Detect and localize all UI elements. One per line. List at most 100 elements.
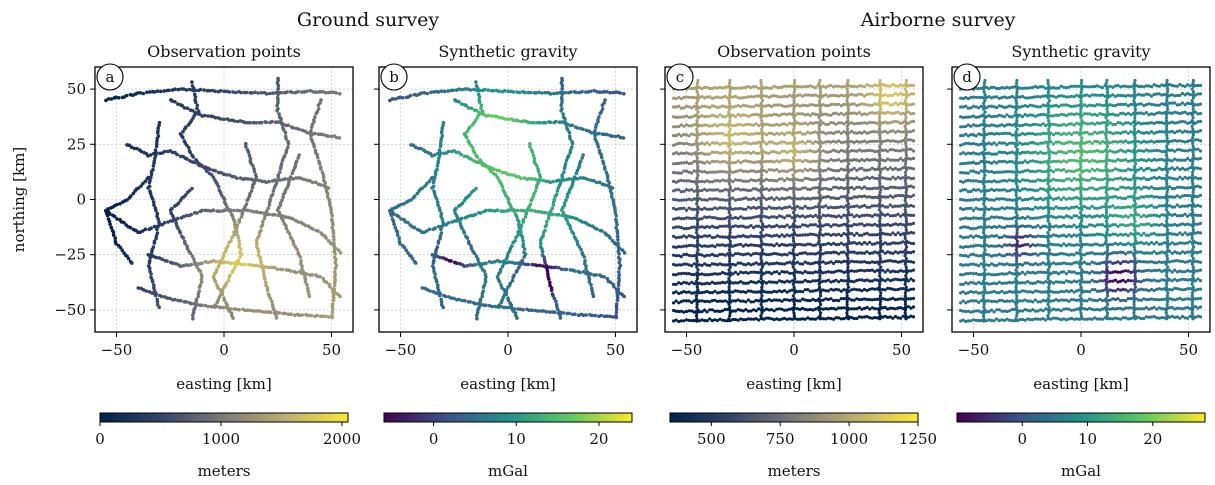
- data-point: [792, 121, 796, 126]
- data-point: [587, 223, 592, 228]
- data-point: [792, 176, 796, 180]
- data-point: [534, 185, 539, 190]
- data-point: [516, 266, 521, 270]
- data-point: [560, 120, 564, 124]
- data-point: [817, 297, 821, 301]
- data-point: [818, 277, 822, 281]
- data-point: [178, 298, 183, 303]
- data-point: [759, 239, 764, 243]
- data-point: [818, 231, 822, 235]
- data-point: [220, 292, 225, 297]
- data-point: [499, 300, 504, 305]
- data-point: [728, 256, 732, 261]
- data-point: [217, 305, 222, 310]
- data-point: [190, 80, 194, 84]
- data-point: [329, 208, 333, 212]
- data-point: [695, 84, 699, 88]
- data-point: [120, 200, 125, 204]
- data-point: [569, 90, 573, 94]
- data-point: [708, 152, 712, 156]
- data-point: [316, 229, 320, 233]
- data-point: [149, 226, 153, 230]
- data-point: [560, 92, 564, 97]
- data-point: [695, 285, 699, 289]
- data-point: [677, 104, 681, 108]
- data-point: [315, 152, 320, 157]
- data-point: [818, 101, 822, 105]
- data-point: [846, 219, 850, 223]
- data-point: [491, 88, 496, 93]
- data-point: [782, 179, 787, 183]
- data-point: [559, 267, 564, 272]
- data-point: [695, 162, 700, 166]
- data-point: [511, 240, 515, 245]
- data-point: [319, 167, 323, 171]
- data-point: [253, 90, 257, 95]
- data-point: [793, 288, 797, 292]
- data-point: [791, 142, 795, 146]
- data-point: [246, 150, 251, 154]
- data-point: [529, 198, 533, 203]
- data-point: [818, 251, 822, 255]
- data-point: [761, 228, 765, 232]
- data-point: [818, 78, 822, 83]
- data-point: [760, 165, 764, 169]
- data-point: [728, 156, 732, 160]
- data-point: [695, 136, 699, 140]
- data-point: [705, 310, 709, 314]
- data-point: [183, 241, 187, 246]
- data-point: [333, 270, 337, 274]
- data-point: [486, 113, 491, 118]
- data-point: [141, 181, 145, 186]
- data-point: [818, 222, 822, 226]
- data-point: [257, 178, 262, 183]
- data-point: [817, 208, 822, 212]
- data-point: [465, 135, 469, 140]
- data-point: [290, 171, 295, 176]
- data-point: [109, 97, 114, 101]
- x-tick-label: −50: [101, 341, 133, 359]
- data-point: [141, 288, 146, 292]
- data-point: [791, 262, 795, 266]
- data-point: [252, 309, 256, 313]
- data-point: [792, 202, 796, 206]
- data-point: [728, 113, 732, 117]
- data-point: [694, 294, 699, 298]
- data-point: [696, 233, 700, 238]
- data-point: [818, 259, 822, 263]
- data-point: [195, 103, 200, 108]
- data-point: [191, 316, 195, 321]
- data-point: [328, 203, 332, 207]
- data-point: [695, 156, 700, 160]
- data-point: [224, 246, 229, 251]
- data-point: [477, 160, 481, 165]
- data-point: [573, 312, 577, 317]
- data-point: [591, 294, 596, 299]
- data-point: [193, 160, 197, 165]
- data-point: [296, 89, 300, 94]
- data-point: [281, 155, 286, 160]
- data-point: [136, 286, 141, 290]
- data-point: [759, 96, 763, 100]
- data-point: [845, 302, 849, 306]
- data-point: [329, 211, 334, 215]
- data-point: [436, 90, 441, 94]
- data-point: [761, 222, 765, 226]
- data-point: [127, 196, 132, 200]
- data-point: [240, 212, 244, 216]
- data-point: [135, 91, 140, 95]
- data-point: [156, 217, 160, 221]
- data-point: [332, 280, 337, 285]
- data-point: [728, 299, 732, 304]
- x-tick-label: 50: [322, 341, 341, 359]
- data-point: [286, 123, 291, 128]
- data-point: [759, 159, 764, 163]
- data-point: [609, 191, 614, 196]
- data-point: [846, 317, 851, 321]
- data-point: [309, 125, 314, 129]
- data-point: [194, 299, 199, 304]
- data-point: [192, 308, 196, 312]
- data-point: [331, 222, 335, 227]
- data-point: [857, 111, 862, 115]
